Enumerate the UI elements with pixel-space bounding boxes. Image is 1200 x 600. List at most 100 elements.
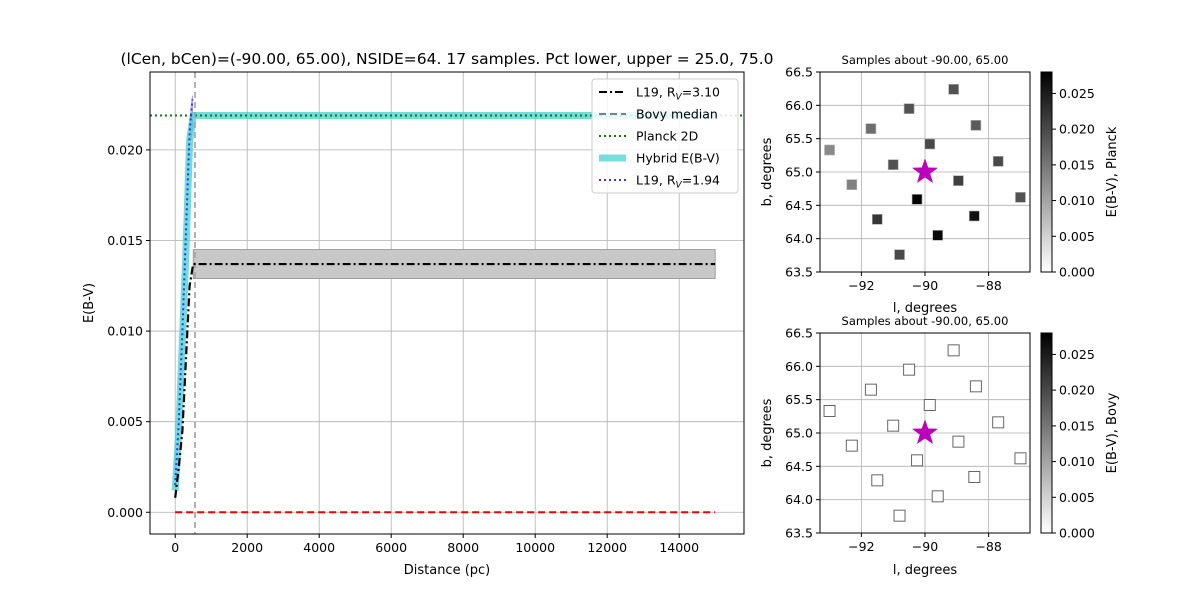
x-tick-label: −90 <box>912 278 938 293</box>
scatter-panel-bovy: −92 −90 −88 63.5 64.0 64.5 65.0 65.5 66.0 66.5 Sa… <box>760 314 1120 578</box>
legend-label: Hybrid E(B-V) <box>636 151 720 166</box>
y-tick-label: 64.5 <box>785 198 813 213</box>
colorbar-tick-label: 0.020 <box>1059 383 1095 398</box>
scatter1-y-label: b, degrees <box>760 137 775 206</box>
y-tick-label: 66.0 <box>785 98 813 113</box>
sample-marker <box>823 405 836 417</box>
sample-marker <box>846 179 858 190</box>
sample-marker <box>887 159 899 170</box>
sample-marker <box>1014 452 1027 465</box>
x-tick-label: 14000 <box>659 540 699 555</box>
colorbar-tick-label: 0.005 <box>1059 229 1095 244</box>
x-tick-label: 6000 <box>375 540 407 555</box>
sample-marker <box>953 175 964 186</box>
sample-marker <box>969 210 980 222</box>
scatter1-plot-area <box>824 84 1026 260</box>
sample-marker <box>903 103 915 114</box>
scatter-panel-planck: −92 −90 −88 63.5 64.0 64.5 65.0 65.5 66.0 66.5 Sa… <box>760 53 1120 316</box>
colorbar-gradient <box>1040 332 1053 534</box>
sample-marker <box>968 471 981 483</box>
sample-marker <box>893 509 906 522</box>
sample-marker <box>970 120 982 131</box>
x-tick-label: 12000 <box>587 540 627 555</box>
scatter1-colorbar-label: E(B-V), Planck <box>1105 126 1120 217</box>
legend-label: Planck 2D <box>636 129 698 144</box>
colorbar-tick-label: 0.020 <box>1059 122 1095 137</box>
y-tick-label: 63.5 <box>785 265 813 280</box>
l19-rv310-line <box>174 262 716 498</box>
sample-marker <box>865 123 877 134</box>
sample-marker <box>887 419 900 432</box>
y-tick-label: 0.020 <box>107 142 143 157</box>
main-plot-area <box>150 72 744 534</box>
y-tick-label: 0.015 <box>107 233 143 248</box>
x-tick-label: 8000 <box>447 540 479 555</box>
colorbar-tick-label: 0.015 <box>1059 157 1095 172</box>
center-star-marker <box>911 419 939 445</box>
colorbar-gradient <box>1040 71 1053 273</box>
colorbar-tick-label: 0.000 <box>1059 526 1095 541</box>
x-tick-label: −88 <box>975 278 1001 293</box>
x-tick-label: −92 <box>848 539 874 554</box>
y-tick-label: 64.0 <box>785 231 813 246</box>
main-x-label: Distance (pc) <box>404 563 491 578</box>
y-tick-label: 64.0 <box>785 492 813 507</box>
y-tick-label: 66.5 <box>785 326 813 341</box>
sample-marker <box>1015 192 1026 203</box>
scatter2-colorbar: 0.000 0.005 0.010 0.015 0.020 0.025 <box>1040 332 1095 541</box>
sample-marker <box>923 399 936 411</box>
y-tick-label: 63.5 <box>785 526 813 541</box>
y-tick-label: 65.5 <box>785 392 813 407</box>
colorbar-tick-label: 0.000 <box>1059 265 1095 280</box>
scatter1-x-label: l, degrees <box>893 301 957 316</box>
main-axes-frame <box>149 71 745 535</box>
scatter2-plot-area <box>823 344 1027 522</box>
colorbar-tick-label: 0.025 <box>1059 347 1095 362</box>
scatter2-y-label: b, degrees <box>760 398 775 467</box>
y-tick-label: 65.5 <box>785 131 813 146</box>
sample-marker <box>931 490 944 503</box>
y-tick-label: 64.5 <box>785 459 813 474</box>
sample-marker <box>948 84 959 95</box>
legend-label: L19, RV=1.94 <box>636 173 720 191</box>
main-y-label: E(B-V) <box>82 283 97 323</box>
colorbar-tick-label: 0.010 <box>1059 454 1095 469</box>
sample-marker <box>871 474 884 487</box>
legend-box <box>591 78 739 194</box>
sample-marker <box>903 363 916 376</box>
colorbar-tick-label: 0.005 <box>1059 490 1095 505</box>
colorbar-tick-label: 0.025 <box>1059 86 1095 101</box>
y-tick-label: 66.0 <box>785 359 813 374</box>
y-tick-label: 0.005 <box>107 414 143 429</box>
x-tick-label: 2000 <box>231 540 263 555</box>
scatter1-ticks: −92 −90 −88 63.5 64.0 64.5 65.0 65.5 66.0 66.5 <box>785 65 1002 294</box>
y-tick-label: 65.0 <box>785 165 813 180</box>
sample-marker <box>992 156 1004 167</box>
sample-marker <box>969 380 982 393</box>
x-tick-label: −92 <box>848 278 874 293</box>
sample-marker <box>911 454 924 467</box>
y-tick-label: 0.000 <box>107 505 143 520</box>
x-tick-label: 4000 <box>303 540 335 555</box>
sample-marker <box>871 214 883 225</box>
main-chart: 0 2000 4000 6000 8000 10000 12000 14000 0.000 0.0… <box>82 50 774 578</box>
main-legend: L19, RV=3.10 Bovy median Planck 2D Hybrid E… <box>591 78 739 194</box>
x-tick-label: 10000 <box>515 540 555 555</box>
sample-marker <box>924 138 936 150</box>
sample-marker <box>864 383 877 396</box>
sample-marker <box>947 344 960 357</box>
legend-label: Bovy median <box>636 107 718 122</box>
colorbar-tick-label: 0.015 <box>1059 418 1095 433</box>
sample-marker <box>894 249 905 260</box>
main-title: (lCen, bCen)=(-90.00, 65.00), NSIDE=64. … <box>120 50 773 68</box>
x-tick-label: −90 <box>912 539 938 554</box>
sample-marker <box>992 416 1005 429</box>
scatter2-colorbar-label: E(B-V), Bovy <box>1105 392 1120 473</box>
scatter2-title: Samples about -90.00, 65.00 <box>842 314 1009 328</box>
sample-marker <box>911 194 923 205</box>
scatter2-x-label: l, degrees <box>893 563 957 578</box>
colorbar-tick-label: 0.010 <box>1059 193 1095 208</box>
scatter2-ticks: −92 −90 −88 63.5 64.0 64.5 65.0 65.5 66.0 66.5 <box>785 326 1002 555</box>
legend-label: L19, RV=3.10 <box>636 85 720 103</box>
sample-marker <box>932 230 944 241</box>
